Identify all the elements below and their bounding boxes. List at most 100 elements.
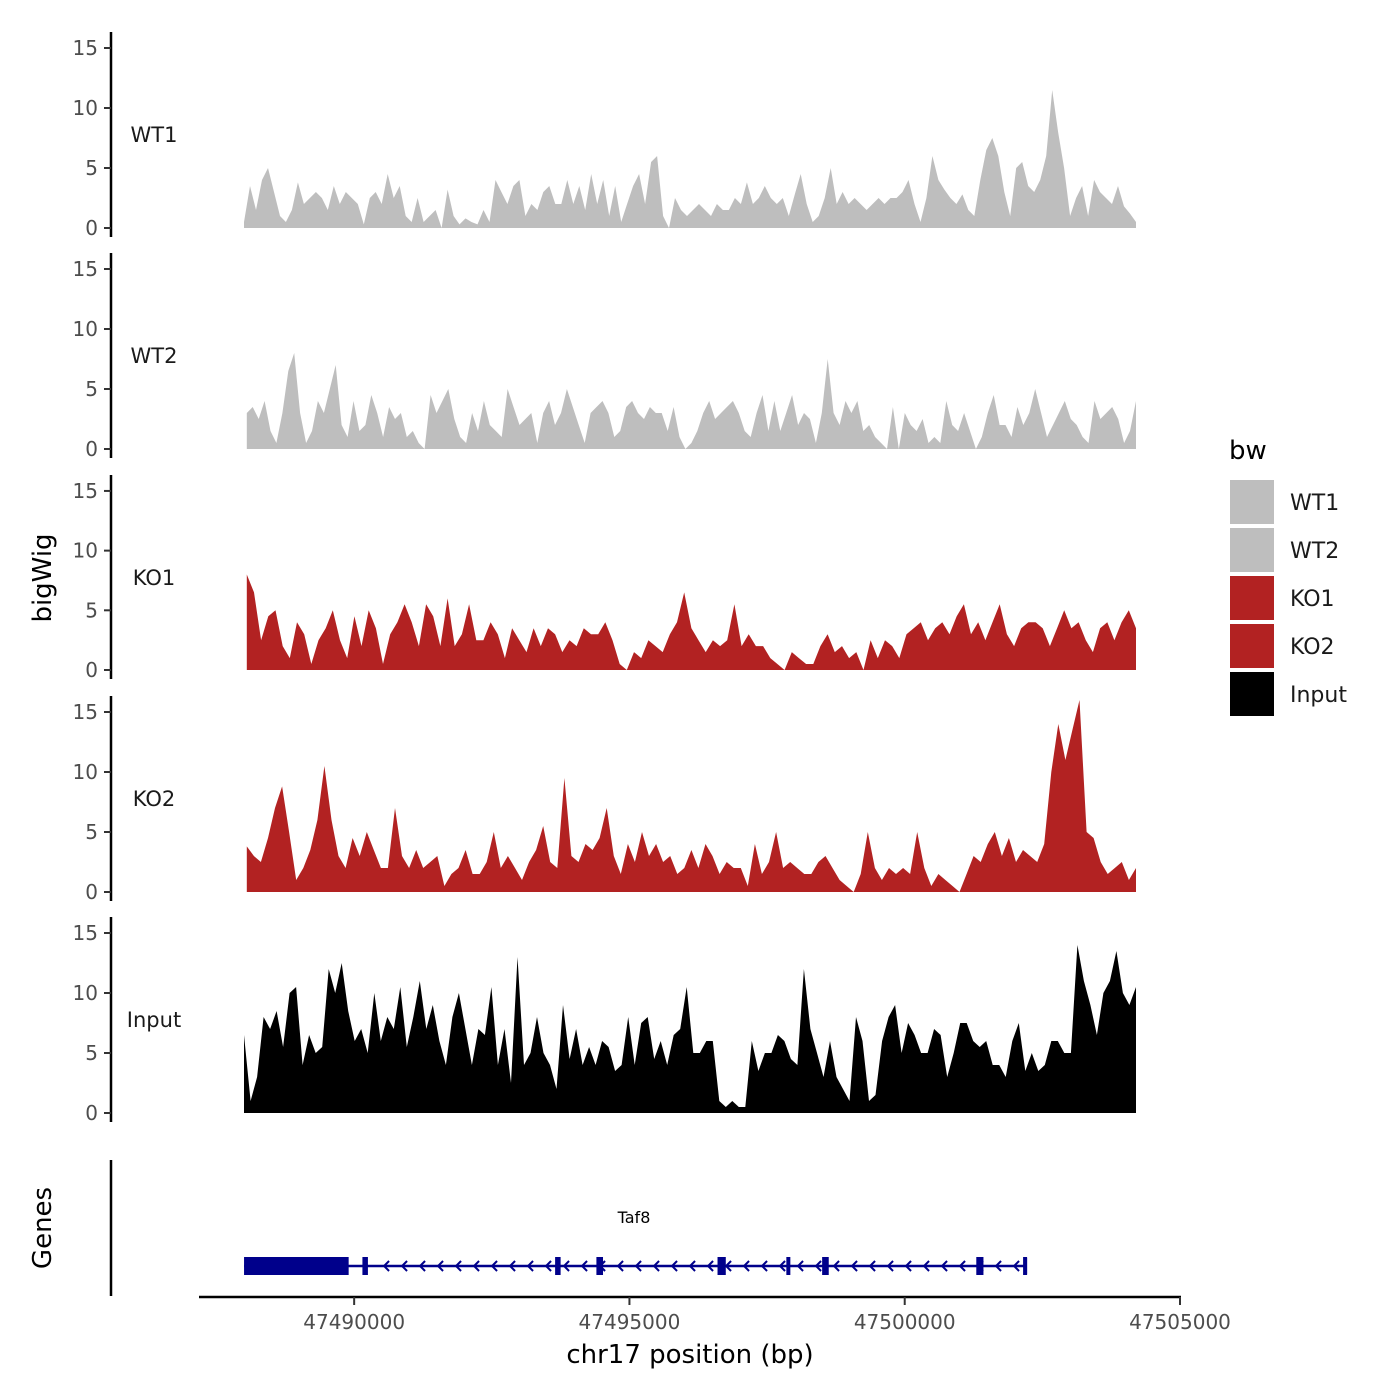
strand-arrow	[688, 1260, 696, 1272]
gene-label: Taf8	[617, 1208, 651, 1227]
y-tick-label: 15	[73, 36, 98, 60]
strand-arrow	[760, 1260, 768, 1272]
strand-arrow	[490, 1260, 498, 1272]
strand-arrow	[832, 1260, 840, 1272]
x-axis-title: chr17 position (bp)	[566, 1340, 813, 1370]
strand-arrow	[508, 1260, 516, 1272]
strand-arrow	[652, 1260, 660, 1272]
y-tick-label: 0	[85, 437, 98, 461]
gene-exon	[555, 1257, 561, 1275]
strand-arrow	[1012, 1260, 1020, 1272]
y-tick-label: 15	[73, 921, 98, 945]
gene-exon	[717, 1257, 726, 1275]
track-input: 0 5 10 15 Input	[73, 917, 1136, 1125]
strand-arrow	[868, 1260, 876, 1272]
legend-swatch-wt1	[1230, 480, 1274, 524]
gene-exon	[1023, 1257, 1028, 1275]
legend-label-wt2: WT2	[1290, 539, 1339, 564]
strand-arrow	[850, 1260, 858, 1272]
gene-exon	[244, 1257, 349, 1275]
gene-taf8: Taf8	[244, 1208, 1028, 1275]
legend-label-wt1: WT1	[1290, 491, 1339, 516]
legend-label-ko2: KO2	[1290, 635, 1335, 660]
y-tick-label: 5	[85, 377, 98, 401]
area-input	[244, 945, 1136, 1113]
strand-arrow	[940, 1260, 948, 1272]
gene-exon	[362, 1257, 368, 1275]
strand-arrow	[418, 1260, 426, 1272]
legend-swatch-wt2	[1230, 528, 1274, 572]
strand-arrow	[400, 1260, 408, 1272]
strand-arrow	[724, 1260, 732, 1272]
y-tick-label: 10	[73, 539, 98, 563]
strand-arrow	[580, 1260, 588, 1272]
x-tick-label: 47495000	[579, 1310, 681, 1334]
y-tick-label: 0	[85, 658, 98, 682]
y-tick-label: 15	[73, 257, 98, 281]
strand-arrow	[742, 1260, 750, 1272]
gene-exon	[822, 1257, 829, 1275]
gene-exon	[976, 1257, 984, 1275]
x-tick-label: 47500000	[854, 1310, 956, 1334]
legend-label-input: Input	[1290, 683, 1347, 708]
x-axis: 47490000 47495000 47500000 47505000 chr17 p…	[199, 1295, 1231, 1370]
track-label-input: Input	[127, 1008, 181, 1032]
legend-swatch-ko1	[1230, 576, 1274, 620]
strand-arrow	[436, 1260, 444, 1272]
strand-arrow	[958, 1260, 966, 1272]
y-tick-label: 0	[85, 1101, 98, 1125]
y-axis-title-genes: Genes	[28, 1187, 58, 1269]
bigwig-tracks: 0 5 10 15 WT1 0 5 10 15 WT2 0 5 10 15 KO1 0 5 10 15 KO2 0 5 10…	[73, 32, 1137, 1125]
track-label-wt2: WT2	[131, 344, 178, 368]
gene-models: Taf8	[244, 1208, 1028, 1275]
gene-exon	[786, 1257, 791, 1275]
strand-arrow	[616, 1260, 624, 1272]
legend: bw WT1 WT2 KO1 KO2 Input	[1229, 436, 1347, 716]
strand-arrow	[526, 1260, 534, 1272]
strand-arrow	[778, 1260, 786, 1272]
x-tick-label: 47490000	[303, 1310, 405, 1334]
y-tick-label: 5	[85, 820, 98, 844]
y-tick-label: 5	[85, 156, 98, 180]
strand-arrow	[706, 1260, 714, 1272]
area-wt1	[244, 90, 1136, 228]
strand-arrow	[994, 1260, 1002, 1272]
strand-arrow	[634, 1260, 642, 1272]
y-tick-label: 5	[85, 598, 98, 622]
area-ko2	[246, 700, 1137, 892]
legend-label-ko1: KO1	[1290, 587, 1335, 612]
legend-swatch-ko2	[1230, 624, 1274, 668]
y-tick-label: 15	[73, 700, 98, 724]
track-ko2: 0 5 10 15 KO2	[73, 696, 1137, 904]
track-label-ko2: KO2	[133, 787, 176, 811]
y-axis-title-bigwig: bigWig	[28, 533, 58, 622]
strand-arrow	[796, 1260, 804, 1272]
track-label-ko1: KO1	[133, 566, 176, 590]
gene-exon	[596, 1257, 604, 1275]
track-wt1: 0 5 10 15 WT1	[73, 32, 1136, 240]
y-tick-label: 10	[73, 981, 98, 1005]
area-ko1	[246, 574, 1137, 670]
y-tick-label: 15	[73, 479, 98, 503]
track-ko1: 0 5 10 15 KO1	[73, 475, 1137, 682]
y-tick-label: 10	[73, 96, 98, 120]
y-tick-label: 0	[85, 216, 98, 240]
area-wt2	[246, 353, 1137, 449]
strand-arrow	[670, 1260, 678, 1272]
strand-arrow	[454, 1260, 462, 1272]
gene-panel: Genes Taf8	[28, 1160, 1028, 1296]
strand-arrow	[922, 1260, 930, 1272]
track-label-wt1: WT1	[131, 123, 178, 147]
strand-arrow	[544, 1260, 552, 1272]
strand-arrow	[886, 1260, 894, 1272]
strand-arrow	[904, 1260, 912, 1272]
legend-title: bw	[1229, 436, 1267, 466]
y-tick-label: 5	[85, 1041, 98, 1065]
strand-arrow	[472, 1260, 480, 1272]
y-tick-label: 10	[73, 760, 98, 784]
legend-swatch-input	[1230, 672, 1274, 716]
track-wt2: 0 5 10 15 WT2	[73, 253, 1137, 461]
y-tick-label: 10	[73, 317, 98, 341]
x-tick-label: 47505000	[1129, 1310, 1231, 1334]
strand-arrow	[814, 1260, 822, 1272]
